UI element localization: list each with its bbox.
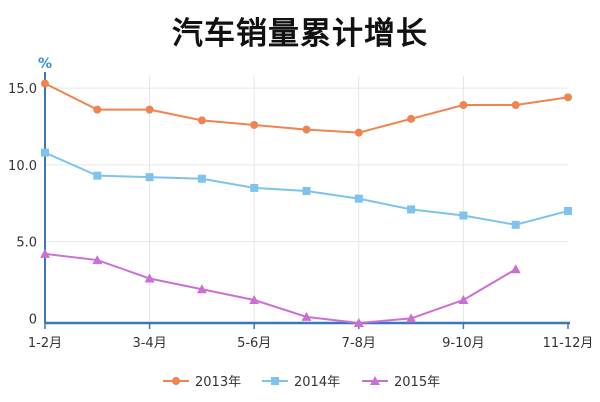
legend: 2013年 2014年 2015年 [163, 375, 440, 390]
data-point [144, 273, 155, 283]
data-point [354, 194, 363, 203]
legend-label: 2015年 [394, 375, 440, 390]
data-point [564, 93, 572, 102]
data-point [196, 284, 207, 294]
data-point [145, 173, 154, 182]
legend-marker [370, 376, 380, 385]
data-point [93, 105, 102, 114]
y-tick-labels: 15.0 10.0 5.0 0 [8, 82, 37, 327]
grid-lines [45, 76, 568, 323]
series-0 [41, 79, 572, 137]
series-2 [40, 248, 521, 327]
data-point [353, 318, 364, 327]
legend-marker [172, 377, 180, 385]
axes [44, 72, 570, 329]
x-tick-label: 3-4月 [132, 336, 166, 351]
x-tick-label: 11-12月 [543, 336, 594, 351]
x-tick-label: 5-6月 [237, 336, 271, 351]
data-point [407, 114, 416, 123]
y-tick-label: 10.0 [8, 159, 37, 174]
data-point [510, 264, 521, 274]
data-point [197, 116, 206, 125]
data-point [511, 101, 520, 110]
x-tick-labels: 1-2月 3-4月 5-6月 7-8月 9-10月 11-12月 [28, 336, 594, 351]
chart-title: 汽车销量累计增长 [172, 16, 428, 52]
legend-item-1: 2014年 [262, 375, 340, 390]
data-point [40, 248, 50, 258]
data-point [406, 313, 417, 323]
data-point [92, 255, 103, 265]
legend-marker [271, 377, 279, 385]
data-point [407, 205, 416, 214]
y-tick-label: 15.0 [8, 82, 37, 97]
y-tick-label: 5.0 [16, 236, 37, 251]
legend-item-0: 2013年 [163, 375, 241, 390]
data-point [459, 211, 468, 220]
legend-label: 2014年 [294, 375, 340, 390]
legend-item-2: 2015年 [362, 375, 440, 390]
data-point [302, 125, 311, 134]
data-point [93, 171, 102, 180]
series-line [44, 252, 517, 325]
y-axis-unit-label: % [38, 56, 53, 72]
data-point [354, 128, 363, 137]
data-point [302, 186, 311, 195]
series-group [40, 79, 572, 327]
data-point [511, 220, 520, 229]
data-point [459, 101, 468, 110]
x-tick-label: 1-2月 [28, 336, 62, 351]
data-point [458, 294, 469, 304]
x-tick-label: 9-10月 [442, 336, 485, 351]
data-point [41, 79, 49, 88]
series-1 [41, 148, 572, 229]
data-point [41, 148, 49, 157]
series-line [44, 82, 569, 134]
data-point [197, 174, 206, 183]
data-point [250, 183, 259, 192]
data-point [249, 294, 260, 304]
y-tick-label: 0 [29, 312, 37, 327]
data-point [250, 120, 259, 129]
data-point [145, 105, 154, 114]
data-point [301, 311, 312, 321]
data-point [564, 206, 572, 215]
x-tick-label: 7-8月 [342, 336, 376, 351]
legend-label: 2013年 [195, 375, 241, 390]
